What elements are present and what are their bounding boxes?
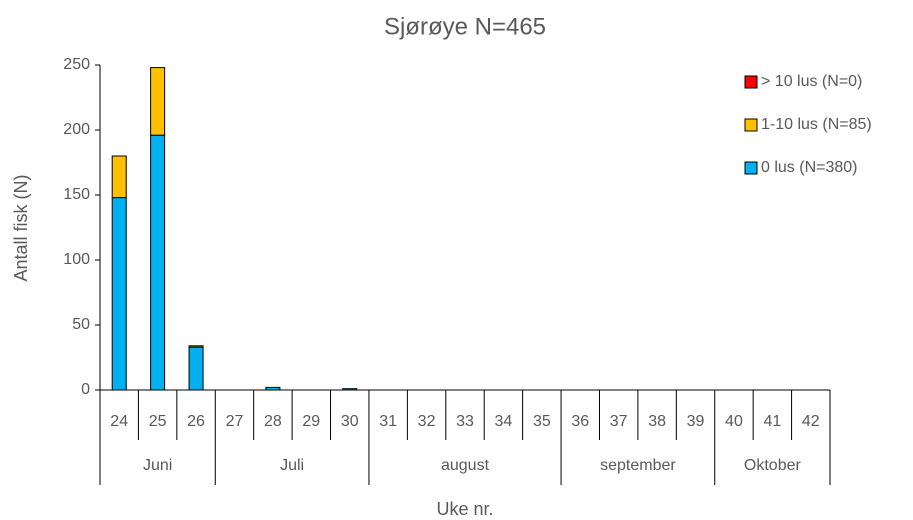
y-tick-label: 250 (63, 56, 90, 73)
y-axis-label: Antall fisk (N) (11, 174, 31, 281)
x-tick-label: 33 (456, 413, 474, 430)
x-tick-label: 31 (379, 413, 397, 430)
chart-title: Sjørøye N=465 (384, 13, 546, 40)
y-tick-label: 100 (63, 251, 90, 268)
x-tick-label: 36 (571, 413, 589, 430)
legend-swatch (744, 75, 758, 89)
bar-segment (111, 155, 127, 199)
bar-segment (265, 386, 281, 391)
x-tick-label: 30 (341, 413, 359, 430)
legend-swatch (744, 118, 758, 132)
x-tick-label: 24 (110, 413, 128, 430)
y-tick-label: 200 (63, 121, 90, 138)
x-tick-label: 37 (610, 413, 628, 430)
x-tick-label: 38 (648, 413, 666, 430)
bar-segment (150, 67, 166, 136)
bar-segment (188, 346, 204, 391)
legend-label: > 10 lus (N=0) (761, 73, 862, 90)
bar-segment (111, 197, 127, 391)
group-label: Oktober (744, 457, 802, 474)
x-tick-label: 34 (495, 413, 513, 430)
group-label: Juli (280, 457, 304, 474)
x-tick-label: 27 (226, 413, 244, 430)
bar-segment (150, 134, 166, 391)
group-label: Juni (143, 457, 172, 474)
group-label: september (600, 457, 676, 474)
x-axis-label: Uke nr. (436, 499, 493, 519)
legend-label: 1-10 lus (N=85) (761, 116, 872, 133)
x-tick-label: 42 (802, 413, 820, 430)
y-tick-label: 50 (72, 316, 90, 333)
x-tick-label: 39 (687, 413, 705, 430)
x-tick-label: 26 (187, 413, 205, 430)
x-tick-label: 40 (725, 413, 743, 430)
legend-swatch (744, 161, 758, 175)
x-tick-label: 35 (533, 413, 551, 430)
y-tick-label: 0 (81, 381, 90, 398)
legend-label: 0 lus (N=380) (761, 159, 858, 176)
x-tick-label: 28 (264, 413, 282, 430)
bar-segment (188, 345, 204, 348)
y-tick-label: 150 (63, 186, 90, 203)
x-tick-label: 41 (763, 413, 781, 430)
bar-segment (342, 388, 358, 391)
x-tick-label: 29 (302, 413, 320, 430)
x-tick-label: 25 (149, 413, 167, 430)
group-label: august (441, 457, 490, 474)
x-tick-label: 32 (418, 413, 436, 430)
